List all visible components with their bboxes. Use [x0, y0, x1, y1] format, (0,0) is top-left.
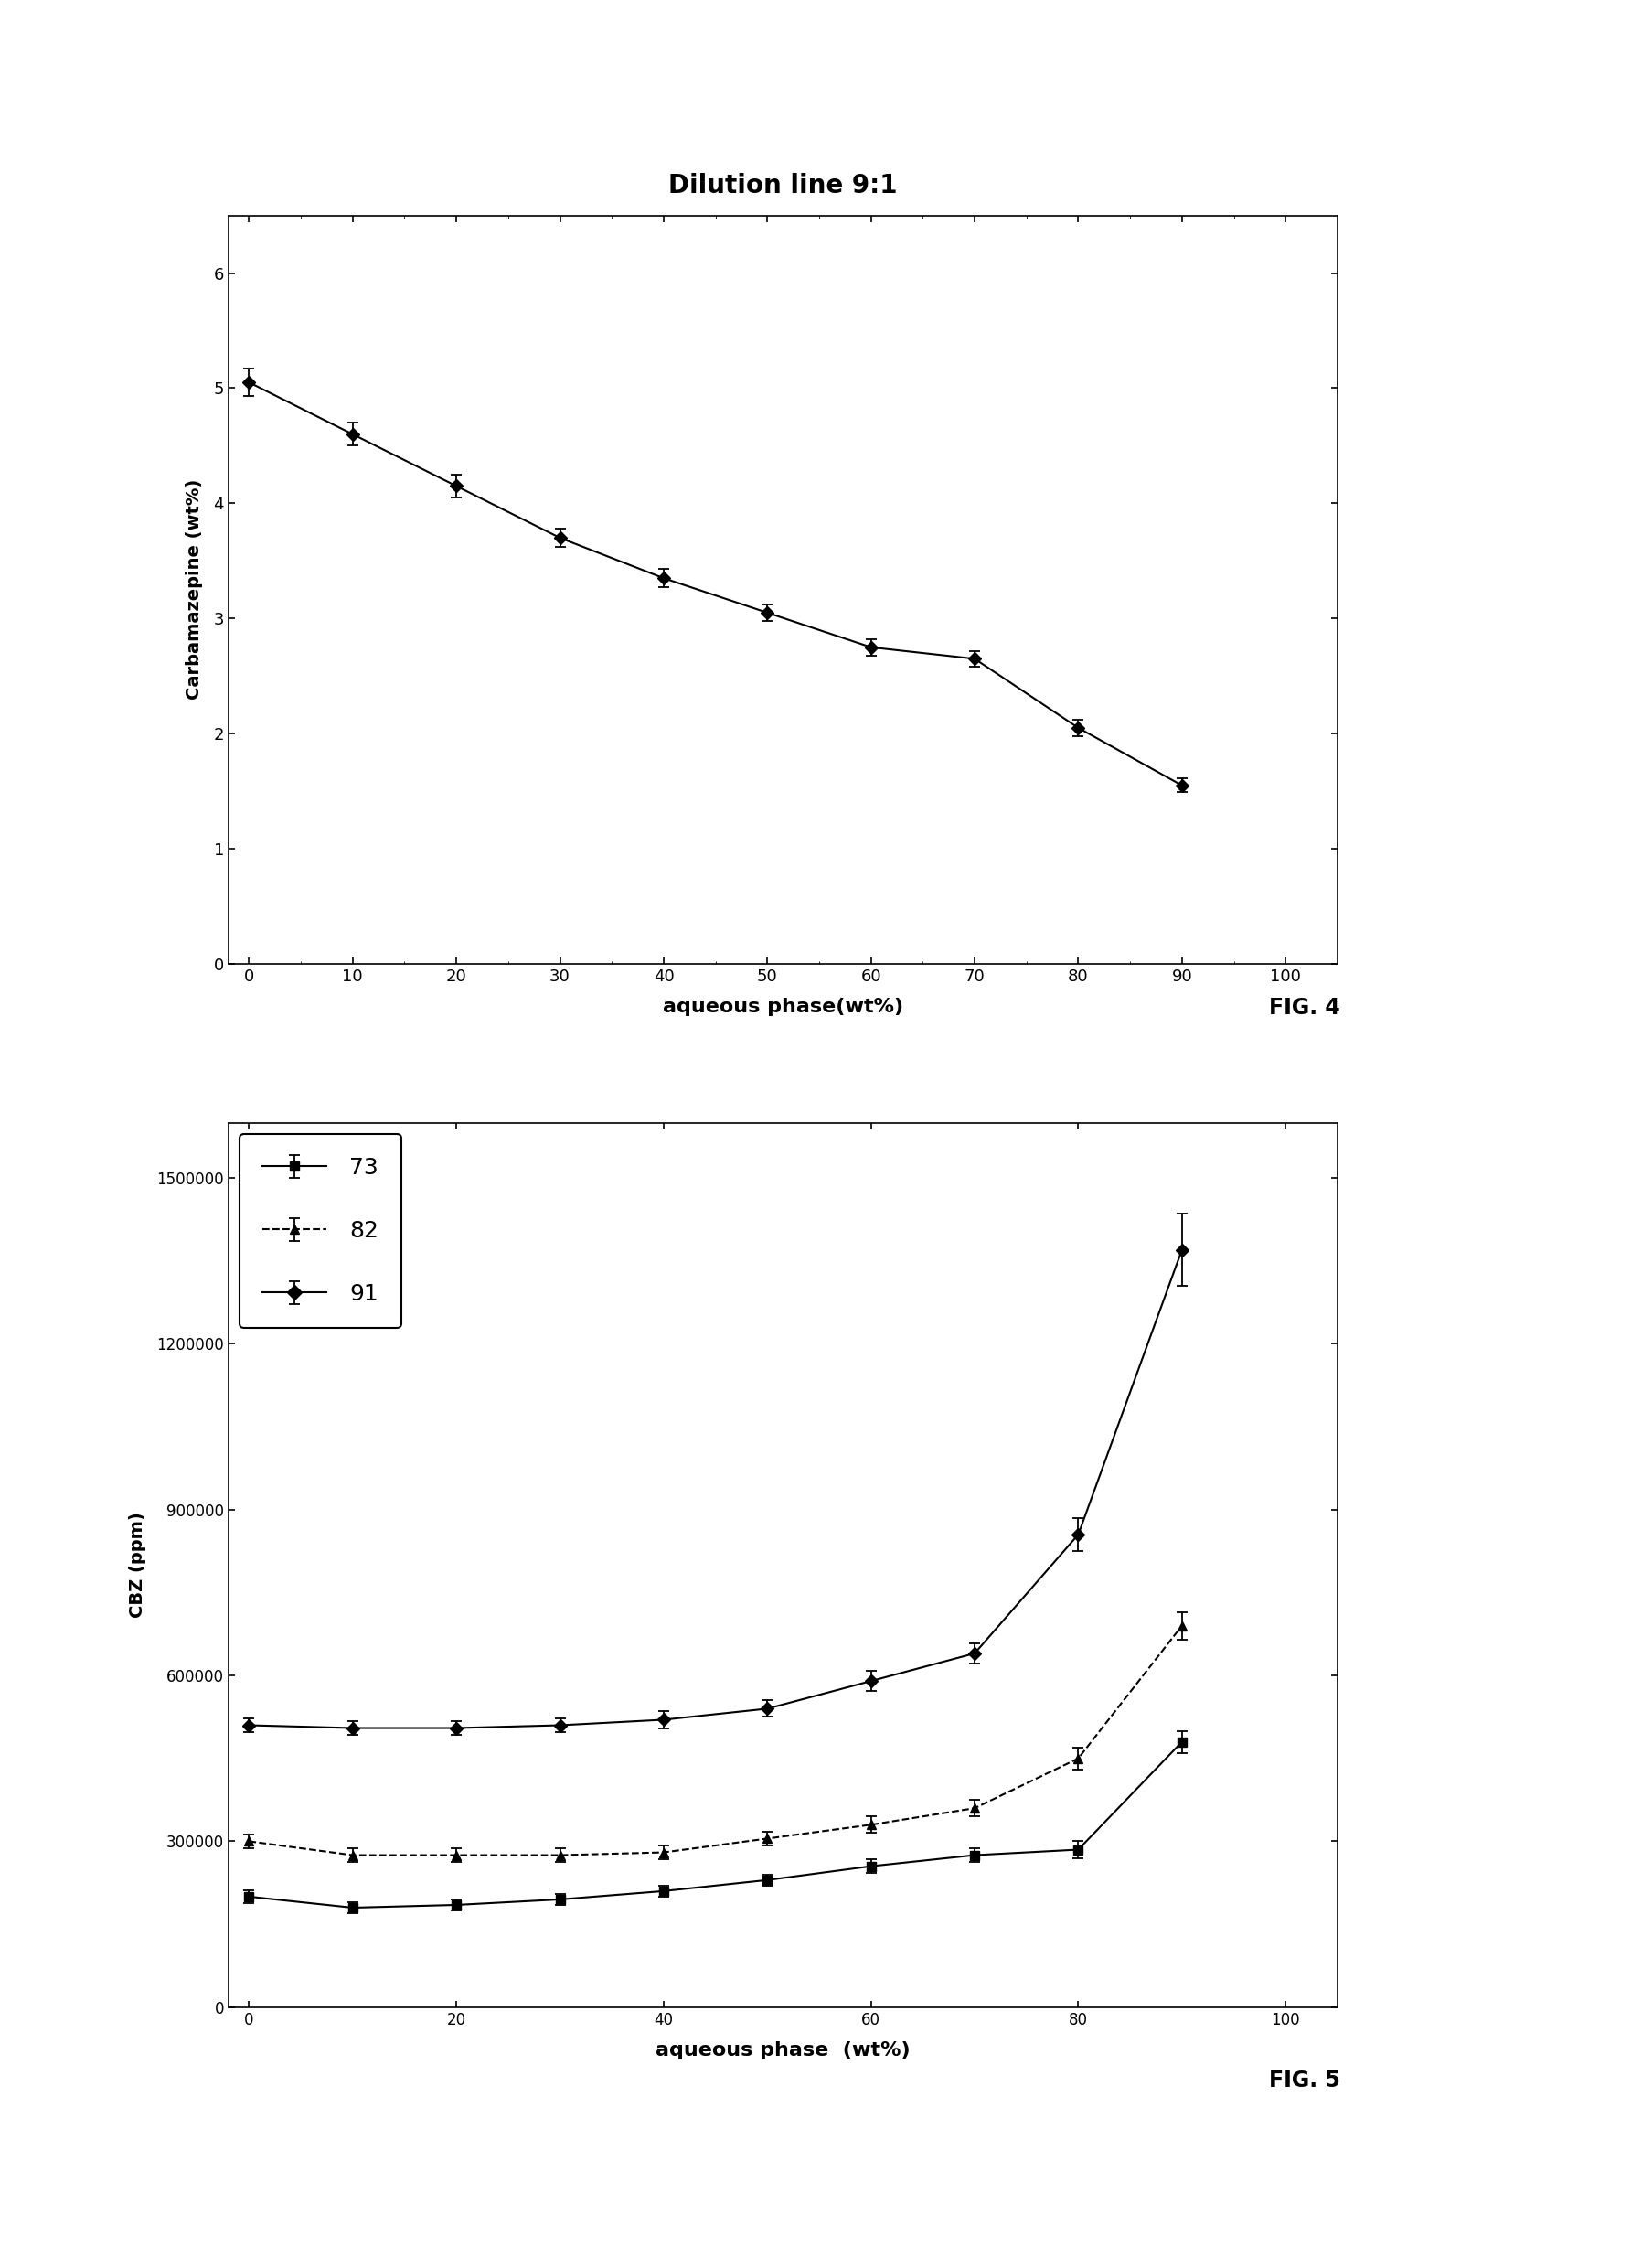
- Y-axis label: CBZ (ppm): CBZ (ppm): [129, 1513, 147, 1617]
- Y-axis label: Carbamazepine (wt%): Carbamazepine (wt%): [186, 479, 204, 701]
- X-axis label: aqueous phase(wt%): aqueous phase(wt%): [662, 998, 904, 1016]
- Text: FIG. 5: FIG. 5: [1269, 2068, 1341, 2091]
- X-axis label: aqueous phase  (wt%): aqueous phase (wt%): [656, 2041, 910, 2059]
- Legend: 73, 82, 91: 73, 82, 91: [240, 1134, 401, 1329]
- Title: Dilution line 9:1: Dilution line 9:1: [669, 172, 897, 197]
- Text: FIG. 4: FIG. 4: [1269, 996, 1341, 1018]
